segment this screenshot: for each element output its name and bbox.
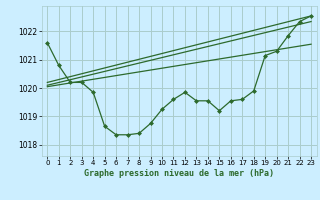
- X-axis label: Graphe pression niveau de la mer (hPa): Graphe pression niveau de la mer (hPa): [84, 169, 274, 178]
